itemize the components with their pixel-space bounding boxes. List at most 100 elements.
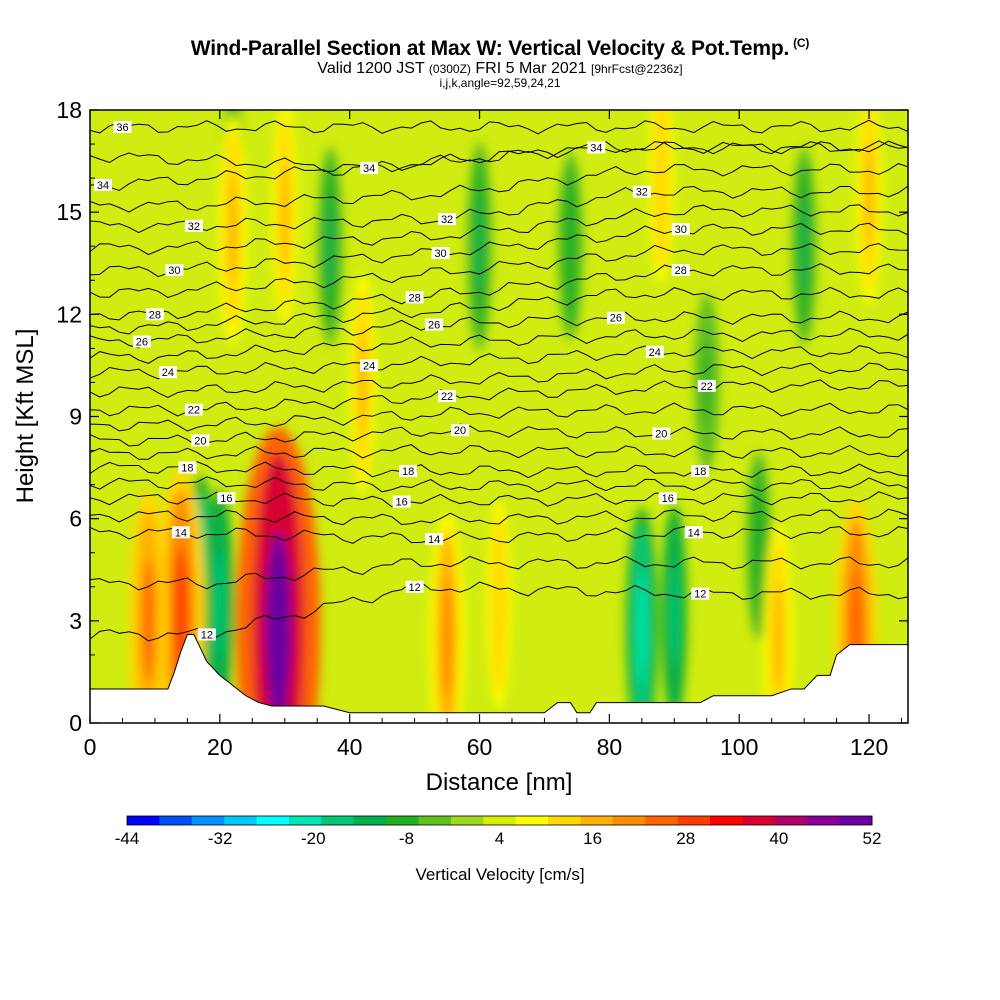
theta-contour-line	[90, 423, 908, 447]
contour-label: 14	[688, 527, 700, 539]
downdraft-core	[636, 570, 647, 685]
colorbar-tick-label: -32	[208, 829, 233, 848]
contour-label: 34	[97, 180, 109, 192]
contour-label-bg	[691, 464, 710, 477]
contour-label: 32	[188, 221, 200, 233]
contour-label-bg	[184, 403, 203, 416]
y-tick-label: 6	[69, 506, 82, 532]
contour-label: 26	[428, 320, 440, 332]
contour-label-bg	[671, 264, 690, 277]
colorbar-label: Vertical Velocity [cm/s]	[415, 865, 584, 884]
colorbar-swatch	[159, 816, 193, 825]
updraft-core	[865, 142, 874, 248]
contour-label: 24	[162, 367, 174, 379]
contour-label-bg	[197, 628, 216, 641]
theta-contour-line	[90, 345, 908, 380]
contour-label-bg	[158, 366, 177, 379]
section-indices: i,j,k,angle=92,59,24,21	[439, 76, 561, 90]
updraft-core	[441, 578, 453, 698]
colorbar-swatch	[386, 816, 420, 825]
colorbar-swatch	[418, 816, 452, 825]
contour-label: 18	[402, 466, 414, 478]
contour-label-bg	[184, 219, 203, 232]
theta-contour-line	[90, 185, 908, 234]
contour-label: 30	[675, 224, 687, 236]
colorbar-tick-label: -8	[399, 829, 414, 848]
downdraft-core	[754, 500, 763, 592]
colorbar-swatch	[645, 816, 679, 825]
y-tick-label: 12	[56, 301, 82, 327]
colorbar-swatch	[224, 816, 258, 825]
x-tick-label: 60	[467, 734, 493, 760]
downdraft-core	[215, 549, 225, 659]
chart-title: Wind-Parallel Section at Max W: Vertical…	[0, 36, 1000, 61]
theta-contour-line	[90, 140, 908, 192]
contour-label-bg	[191, 434, 210, 447]
colorbar-swatch	[710, 816, 743, 825]
contour-label: 14	[428, 534, 440, 546]
forecast-info: [9hrFcst@2236z]	[591, 62, 683, 76]
contour-label: 28	[675, 265, 687, 277]
colorbar-swatch	[742, 816, 776, 825]
colorbar-frame	[126, 815, 873, 826]
contour-label-bg	[405, 580, 424, 593]
contour-label-bg	[392, 495, 411, 508]
contour-label: 34	[590, 142, 602, 154]
colorbar-tick-label: -20	[301, 829, 326, 848]
colorbar-swatch	[127, 816, 160, 825]
x-tick-label: 80	[597, 734, 623, 760]
colorbar-swatch	[839, 816, 873, 825]
theta-contour-line	[90, 508, 908, 526]
contour-label-bg	[217, 492, 236, 505]
theta-contours	[90, 119, 908, 642]
contour-label-bg	[671, 223, 690, 236]
contour-label-bg	[425, 318, 444, 331]
contour-label: 12	[694, 589, 706, 601]
updraft-core	[142, 558, 155, 683]
contour-label-bg	[132, 335, 151, 348]
contour-label-bg	[438, 390, 457, 403]
y-tick-label: 3	[69, 608, 82, 634]
valid-time-utc: (0300Z)	[428, 62, 471, 76]
y-tick-label: 15	[56, 199, 82, 225]
colorbar-tick-label: 16	[583, 829, 602, 848]
contour-label-bg	[360, 359, 379, 372]
colorbar-swatch	[580, 816, 614, 825]
plot-area: 12 12 12 14 14 14 16 16 16 18 18 18 20 20 20 22 22 22 24 24…	[90, 110, 908, 723]
updraft-core	[228, 174, 238, 284]
contour-label-bg	[399, 464, 418, 477]
contour-label: 30	[168, 265, 180, 277]
updraft-core	[265, 531, 292, 723]
chart-subtitle: Valid 1200 JST (0300Z) FRI 5 Mar 2021 [9…	[0, 60, 1000, 78]
colorbar-swatch	[321, 816, 355, 825]
contour-label: 24	[363, 360, 375, 372]
theta-contour-line	[90, 379, 908, 417]
contour-label: 36	[116, 122, 128, 134]
colorbar-swatch	[191, 816, 225, 825]
contour-label: 32	[636, 187, 648, 199]
contour-label-bg	[178, 461, 197, 474]
valid-time: Valid 1200 JST	[317, 60, 425, 77]
theta-contour-line	[90, 526, 908, 544]
contour-label: 28	[408, 292, 420, 304]
contour-label-bg	[658, 492, 677, 505]
downdraft-core	[475, 196, 484, 297]
y-tick-label: 0	[69, 710, 82, 736]
contour-label-bg	[431, 247, 450, 260]
theta-contour-line	[90, 310, 908, 349]
contour-label: 12	[201, 629, 213, 641]
contour-label-bg	[425, 533, 444, 546]
chart-title-text: Wind-Parallel Section at Max W: Vertical…	[190, 37, 790, 60]
colorbar-swatch	[774, 816, 808, 825]
contour-label-bg	[405, 291, 424, 304]
x-tick-label: 100	[720, 734, 758, 760]
contour-label: 32	[441, 214, 453, 226]
theta-contour-line	[90, 140, 908, 173]
x-tick-label: 40	[337, 734, 363, 760]
colorbar-swatch	[288, 816, 322, 825]
contour-label: 16	[395, 497, 407, 509]
colorbar: -44 -32 -20 -8 4 16 28 40 52	[115, 815, 881, 848]
colorbar-swatch	[256, 816, 290, 825]
theta-contour-line	[90, 444, 908, 460]
contour-label-bg	[165, 264, 184, 277]
